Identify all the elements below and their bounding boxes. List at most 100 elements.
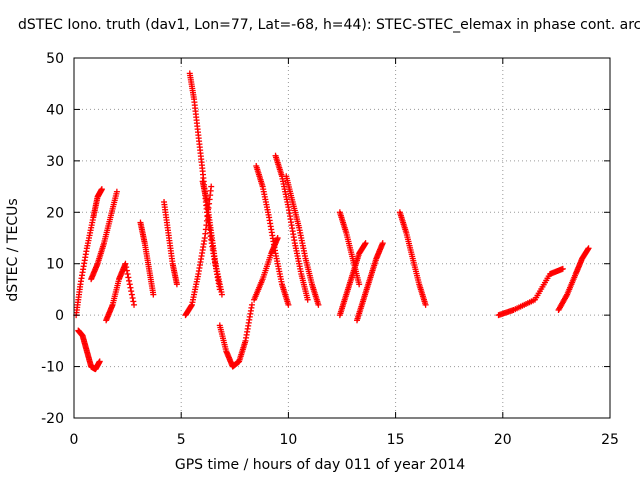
series-arc-7	[182, 183, 215, 319]
chart-title: dSTEC Iono. truth (dav1, Lon=77, Lat=-68…	[18, 17, 640, 33]
interp-marker	[194, 129, 201, 136]
x-tick-label: 15	[387, 432, 405, 448]
series-arc-3	[88, 188, 120, 283]
interp-marker	[77, 283, 84, 290]
interp-marker	[284, 300, 291, 307]
series-arc-10	[216, 301, 255, 370]
series-arc-16	[336, 240, 369, 319]
interp-marker	[109, 303, 116, 310]
interp-marker	[127, 284, 134, 291]
interp-marker	[164, 227, 171, 234]
plot-border	[73, 57, 611, 419]
interp-marker	[201, 238, 208, 244]
interp-marker	[207, 227, 214, 234]
interp-marker	[342, 228, 349, 235]
series-arc-13	[272, 152, 311, 303]
interp-marker	[115, 278, 122, 285]
data-point	[131, 301, 138, 308]
interp-marker	[558, 266, 565, 273]
interp-marker	[355, 279, 362, 286]
interp-marker	[169, 258, 176, 265]
series-arc-18	[396, 209, 429, 308]
interp-marker	[562, 294, 569, 301]
series-arc-6	[161, 199, 180, 288]
x-tick-label: 0	[70, 432, 79, 448]
interp-marker	[585, 246, 592, 253]
interp-marker	[342, 293, 349, 300]
interp-marker	[409, 253, 416, 260]
series-arc-12	[251, 235, 281, 303]
y-tick-label: 0	[55, 308, 64, 324]
series-arc-1	[73, 186, 105, 319]
interp-marker	[422, 300, 429, 307]
interp-marker	[274, 236, 281, 243]
interp-marker	[402, 228, 409, 235]
y-tick-label: 40	[46, 102, 64, 118]
interp-marker	[129, 295, 136, 301]
series-arc-14	[283, 173, 322, 308]
interp-marker	[259, 181, 266, 188]
interp-marker	[372, 257, 379, 264]
axis-ticks: 0 5 10 15 20 25 -20 -10 0 10 20 30 40 50	[41, 51, 619, 448]
interp-marker	[278, 278, 285, 285]
interp-marker	[295, 222, 302, 229]
series-arc-20	[555, 245, 592, 313]
interp-marker	[289, 196, 296, 203]
interp-marker	[297, 268, 304, 275]
x-tick-label: 5	[177, 432, 186, 448]
interp-marker	[96, 359, 103, 366]
series-arc-5	[137, 219, 157, 298]
interp-marker	[199, 165, 206, 172]
y-tick-label: -20	[41, 411, 64, 427]
data-series	[73, 70, 592, 373]
interp-marker	[190, 94, 197, 100]
interp-marker	[188, 302, 195, 309]
interp-marker	[124, 271, 131, 277]
x-tick-label: 10	[279, 432, 297, 448]
plot-frame	[73, 57, 611, 419]
interp-marker	[241, 339, 248, 346]
interp-marker	[509, 307, 516, 314]
y-tick-label: 10	[46, 257, 64, 273]
interp-marker	[203, 197, 210, 204]
series-arc-4	[103, 260, 138, 324]
interp-marker	[123, 267, 130, 274]
interp-marker	[359, 298, 366, 305]
interp-marker	[248, 304, 255, 311]
y-axis-label: dSTEC / TECUs	[5, 198, 21, 302]
y-tick-label: 20	[46, 205, 64, 221]
interp-marker	[123, 264, 130, 271]
series-arc-9	[199, 178, 225, 298]
x-tick-label: 20	[494, 432, 512, 448]
interp-marker	[349, 253, 356, 260]
interp-marker	[366, 277, 373, 284]
interp-marker	[145, 263, 152, 270]
interp-marker	[94, 262, 101, 268]
interp-marker	[308, 279, 315, 286]
interp-marker	[126, 281, 133, 288]
interp-marker	[212, 258, 219, 265]
interp-marker	[149, 289, 156, 296]
interp-marker	[126, 277, 133, 284]
x-axis-label: GPS time / hours of day 011 of year 2014	[174, 457, 466, 473]
interp-marker	[141, 238, 148, 245]
interp-marker	[291, 237, 298, 244]
interp-marker	[106, 216, 113, 223]
y-tick-label: 30	[46, 154, 64, 170]
interp-marker	[362, 241, 369, 247]
series-arc-17	[354, 240, 386, 324]
interp-marker	[530, 297, 537, 304]
interp-marker	[218, 289, 225, 295]
x-tick-label: 25	[601, 432, 619, 448]
interp-marker	[304, 294, 311, 301]
interp-marker	[571, 272, 578, 279]
interp-marker	[265, 211, 272, 218]
interp-marker	[207, 187, 214, 194]
y-tick-label: -10	[41, 360, 64, 376]
interp-marker	[314, 300, 321, 307]
interp-marker	[284, 201, 291, 208]
interp-marker	[98, 186, 105, 193]
series-arc-2	[75, 327, 103, 373]
interp-marker	[267, 252, 274, 259]
interp-marker	[278, 171, 285, 178]
